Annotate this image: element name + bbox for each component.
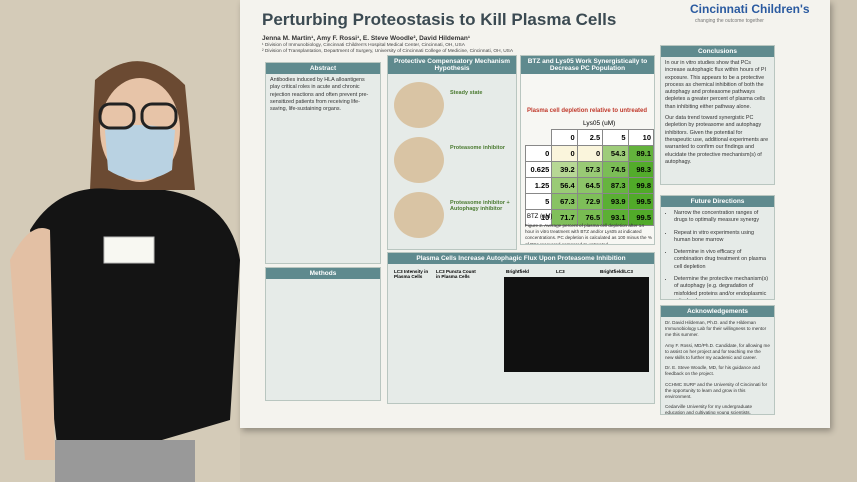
arm	[10, 228, 55, 460]
heat-cell: 93.1	[602, 209, 629, 226]
glasses	[98, 102, 136, 130]
heat-cell: 98.3	[627, 161, 654, 178]
mask	[105, 125, 175, 180]
heat-cell: 87.3	[602, 177, 629, 194]
section-heading: Plasma Cells Increase Autophagic Flux Up…	[388, 253, 654, 264]
section-heading: BTZ and Lys05 Work Synergistically to De…	[521, 56, 654, 74]
logo: Cincinnati Children's	[690, 2, 810, 16]
ack-item: Amy F. Rossi, MD/Ph.D. Candidate, for al…	[665, 342, 770, 360]
cell-diagram	[394, 82, 444, 128]
cell-diagram	[394, 137, 444, 183]
row-label: 5	[524, 193, 553, 210]
name-badge	[103, 236, 155, 264]
methods-panel: Methods	[265, 267, 381, 401]
row-label: 1.25	[524, 177, 553, 194]
heatmap: 0 2.5 5 10 0 0 0 54.3 89.1 0.625 39.2 57.3 74.5 98.3 1…	[524, 129, 654, 226]
state-label: Proteasome inhibitor + Autophagy inhibit…	[450, 200, 510, 212]
heat-cell: 71.7	[551, 209, 578, 226]
heatmap-title: Plasma cell depletion relative to untrea…	[527, 108, 648, 114]
section-heading: Protective Compensatory Mechanism Hypoth…	[388, 56, 516, 74]
panel-label: LC3 Intensity in Plasma Cells	[394, 269, 429, 279]
section-heading: Methods	[266, 268, 380, 279]
conclusion-text: Our data trend toward synergistic PC dep…	[665, 115, 769, 165]
heat-cell: 74.5	[602, 161, 629, 178]
row-label: 10	[524, 209, 553, 226]
heat-cell: 99.5	[627, 193, 654, 210]
heat-cell: 56.4	[551, 177, 578, 194]
col-label: 5	[602, 129, 629, 146]
shirt	[30, 188, 240, 470]
heat-cell: 0	[576, 145, 604, 162]
row: 1.25 56.4 64.5 87.3 99.8	[524, 177, 654, 194]
future-item: Determine in vivo efficacy of combinatio…	[674, 249, 770, 271]
heat-cell: 76.5	[576, 209, 604, 226]
abstract-text: Antibodies induced by HLA alloantigens p…	[270, 77, 369, 113]
heat-cell: 99.5	[627, 209, 654, 226]
section-heading: Acknowledgements	[661, 306, 774, 317]
synergy-panel: BTZ and Lys05 Work Synergistically to De…	[520, 55, 655, 245]
panel-label: Brightfield	[506, 269, 529, 274]
col-label: 10	[627, 129, 654, 146]
conclusions-panel: Conclusions In our in vitro studies show…	[660, 45, 775, 185]
affiliation: ¹ Division of Immunobiology, Cincinnati …	[262, 43, 465, 48]
person	[0, 0, 240, 482]
heat-cell: 67.3	[551, 193, 578, 210]
heat-cell: 89.1	[627, 145, 654, 162]
hypothesis-panel: Protective Compensatory Mechanism Hypoth…	[387, 55, 517, 250]
section-heading: Future Directions	[661, 196, 774, 207]
state-label: Steady state	[450, 90, 483, 96]
row: 5 67.3 72.9 93.9 99.5	[524, 193, 654, 210]
future-item: Determine the protective mechanism(s) of…	[674, 276, 770, 299]
heat-cell: 39.2	[551, 161, 578, 178]
glasses	[140, 102, 178, 130]
affiliation: ² Division of Transplantation, Departmen…	[262, 49, 514, 54]
future-panel: Future Directions Narrow the concentrati…	[660, 195, 775, 300]
ack-item: Dr. E. Steve Woodle, MD, for his guidanc…	[665, 365, 760, 377]
skirt	[55, 440, 195, 482]
logo-tagline: changing the outcome together	[695, 18, 764, 24]
panel-label: LC3 Puncta Count in Plasma Cells	[436, 269, 476, 279]
section-heading: Conclusions	[661, 46, 774, 57]
heat-cell: 72.9	[576, 193, 604, 210]
state-label: Proteasome inhibitor	[450, 145, 506, 151]
caption: Figure 2. Average percent of plasma cell…	[525, 223, 652, 245]
heat-cell: 0	[551, 145, 578, 162]
ack-panel: Acknowledgements Dr. David Hildeman, Ph.…	[660, 305, 775, 415]
cell-diagram	[394, 192, 444, 238]
flux-panel: Plasma Cells Increase Autophagic Flux Up…	[387, 252, 655, 404]
ack-item: Dr. David Hildeman, Ph.D. and the Hildem…	[665, 320, 767, 338]
row-label: 0.625	[524, 161, 553, 178]
header-row: 0 2.5 5 10	[526, 129, 654, 146]
future-item: Narrow the concentration ranges of drugs…	[674, 210, 770, 225]
authors: Jenna M. Martin¹, Amy F. Rossi¹, E. Stev…	[262, 35, 471, 42]
microscopy-image	[504, 277, 649, 372]
row: 0 0 0 54.3 89.1	[524, 145, 654, 162]
col-label: 0	[551, 129, 578, 146]
heat-cell: 99.8	[627, 177, 654, 194]
row: 10 71.7 76.5 93.1 99.5	[524, 209, 654, 226]
corner	[526, 130, 552, 146]
heat-cell: 64.5	[576, 177, 604, 194]
poster: Perturbing Proteostasis to Kill Plasma C…	[240, 0, 830, 428]
panel-label: LC3	[556, 269, 565, 274]
heat-cell: 93.9	[602, 193, 629, 210]
ack-item: Cedarville University for my undergradua…	[665, 404, 753, 415]
conclusion-text: In our in vitro studies show that PCs in…	[665, 60, 766, 110]
col-label: 2.5	[576, 129, 604, 146]
panel-label: Brightfield/LC3	[600, 269, 633, 274]
abstract-panel: Abstract Antibodies induced by HLA alloa…	[265, 62, 381, 264]
col-axis-title: Lys05 (uM)	[583, 120, 616, 127]
heat-cell: 57.3	[576, 161, 604, 178]
section-heading: Abstract	[266, 63, 380, 74]
poster-title: Perturbing Proteostasis to Kill Plasma C…	[262, 10, 617, 29]
row: 0.625 39.2 57.3 74.5 98.3	[524, 161, 654, 178]
future-item: Repeat in vitro experiments using human …	[674, 230, 770, 245]
row-axis-title: BTZ (nM)	[527, 214, 553, 220]
ack-item: CCHMC SURF and the University of Cincinn…	[665, 381, 768, 399]
heat-cell: 54.3	[602, 145, 629, 162]
row-label: 0	[524, 145, 553, 162]
